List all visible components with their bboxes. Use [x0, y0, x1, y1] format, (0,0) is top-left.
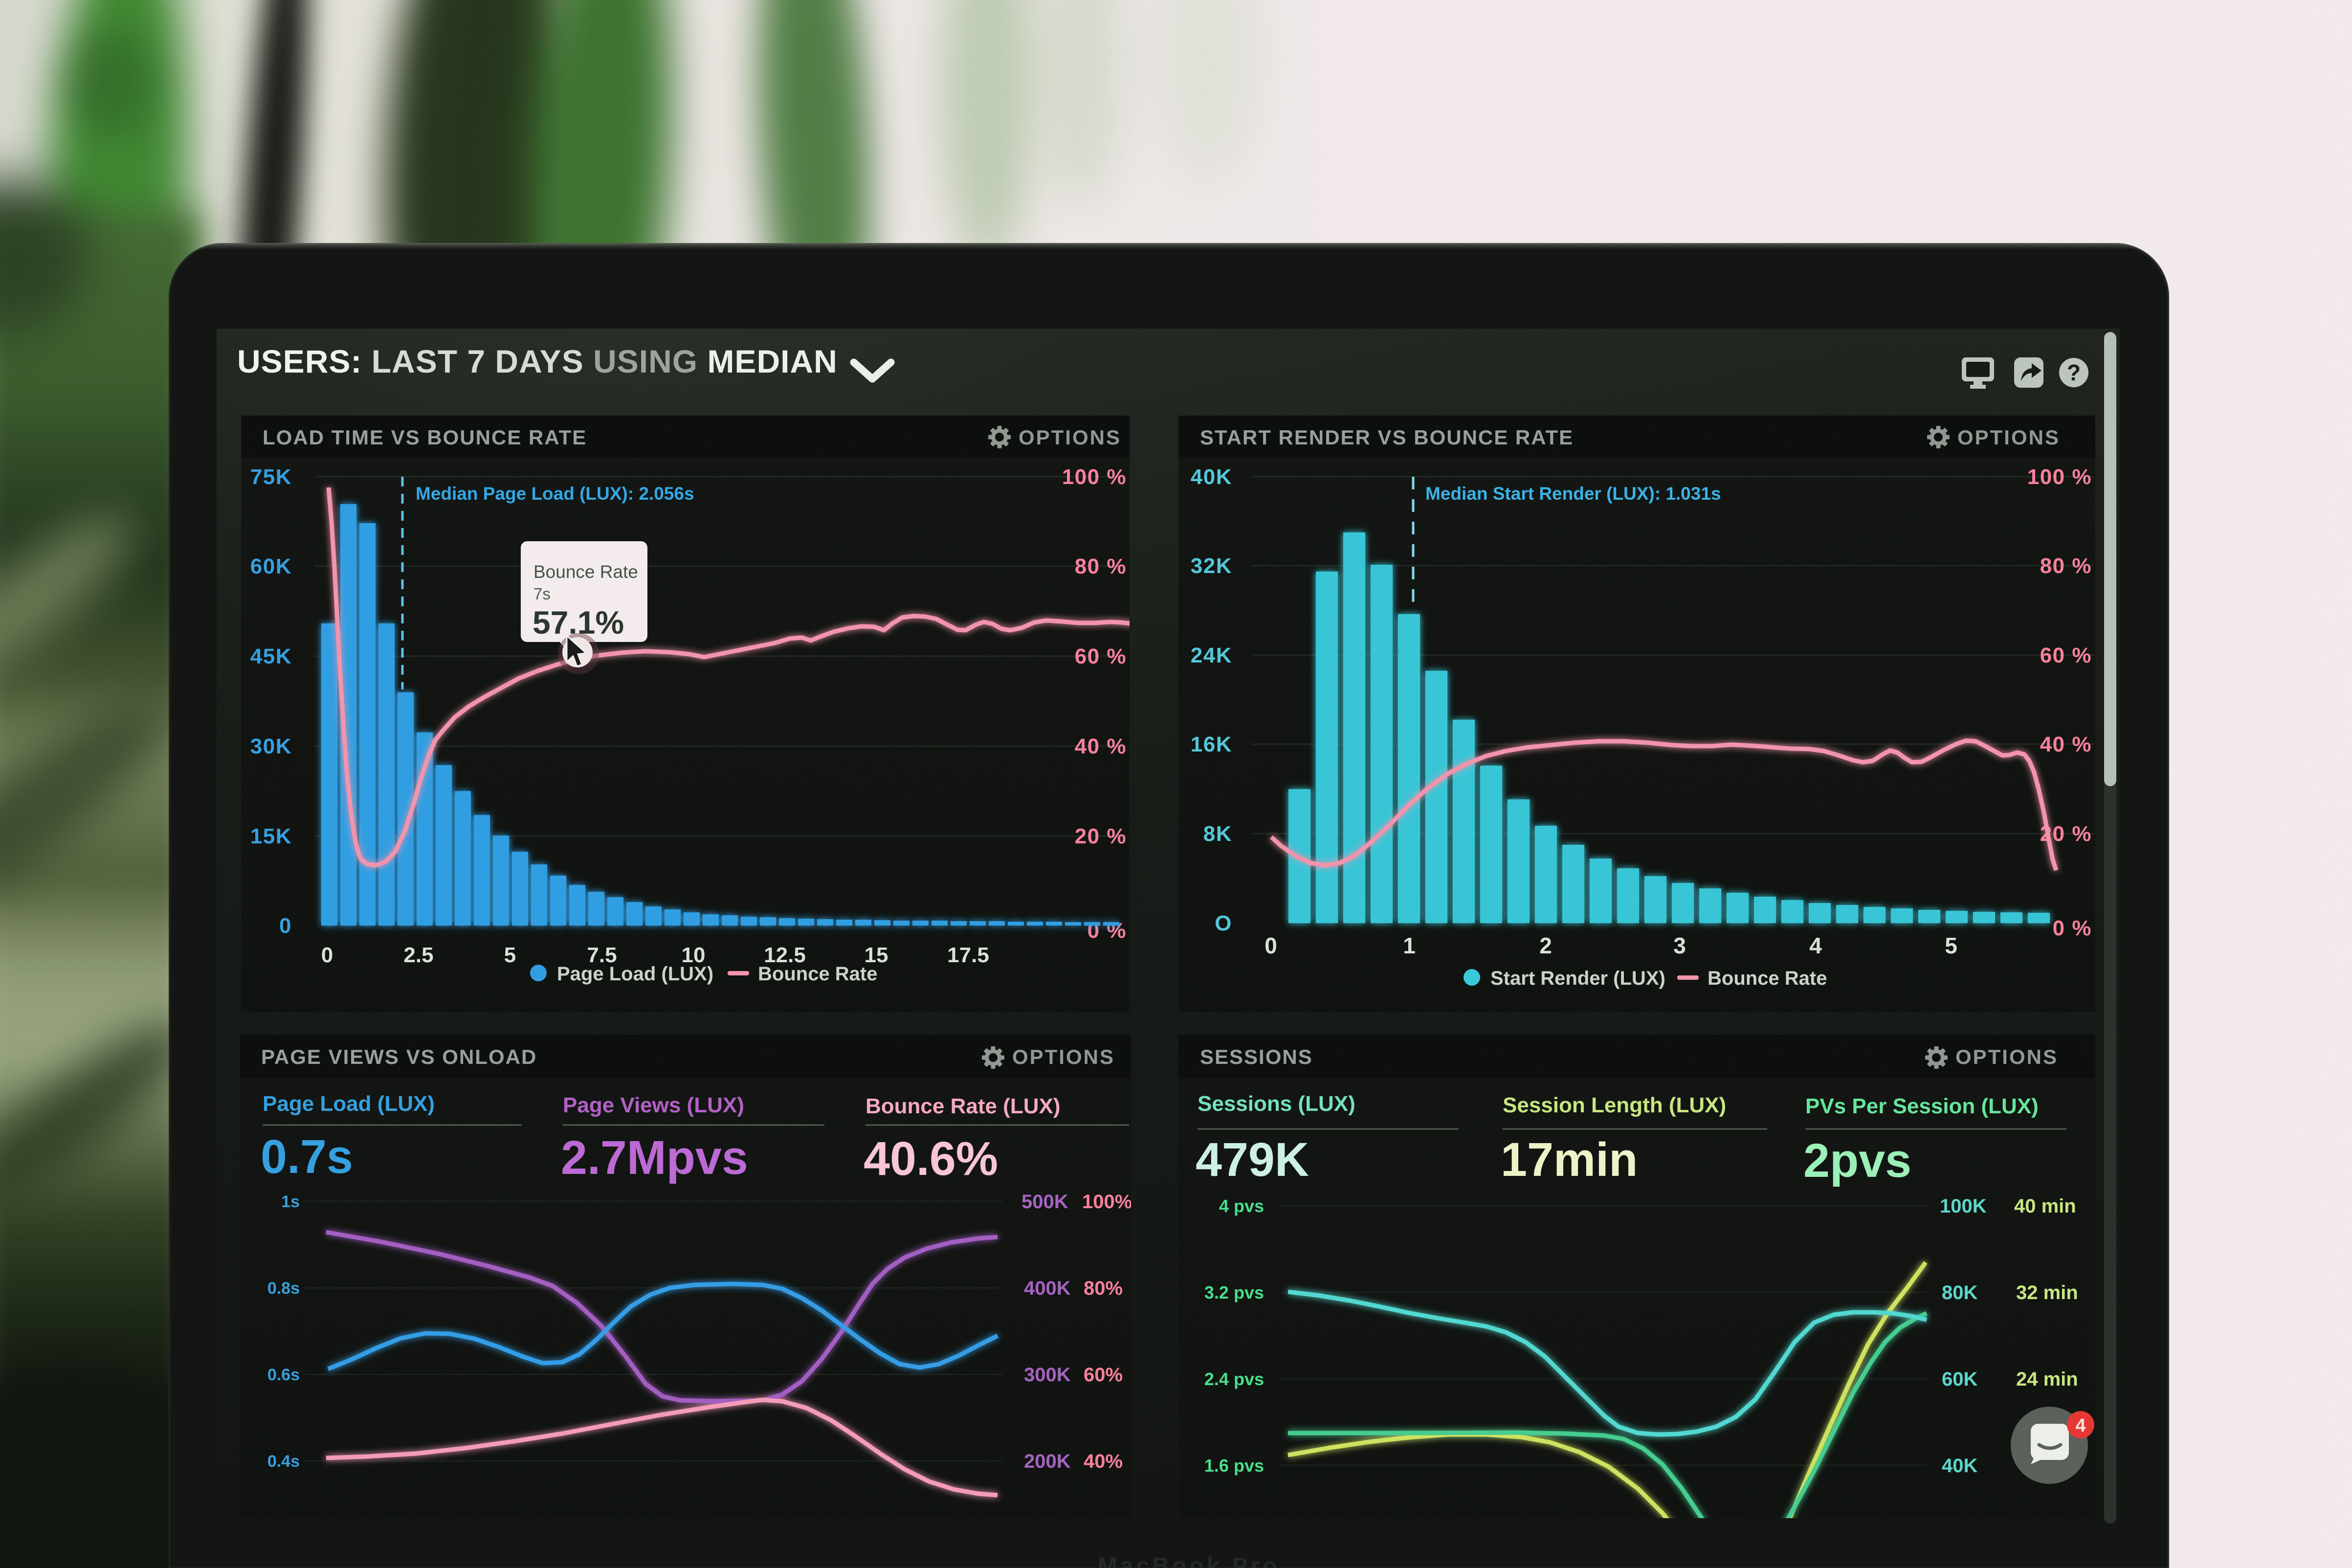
svg-text:24 min: 24 min	[2016, 1369, 2078, 1390]
svg-text:4: 4	[2075, 1415, 2086, 1436]
svg-text:1: 1	[1403, 933, 1416, 958]
svg-text:Start Render (LUX): Start Render (LUX)	[1490, 968, 1665, 989]
svg-text:?: ?	[2067, 360, 2081, 385]
svg-text:17.5: 17.5	[947, 943, 989, 967]
svg-text:0: 0	[1265, 933, 1277, 958]
svg-text:1s: 1s	[281, 1193, 300, 1211]
svg-text:40K: 40K	[1191, 465, 1232, 489]
svg-text:8K: 8K	[1203, 822, 1232, 846]
svg-text:500K: 500K	[1021, 1191, 1068, 1213]
svg-text:300K: 300K	[1024, 1364, 1071, 1386]
svg-text:40 %: 40 %	[2040, 732, 2092, 756]
svg-text:40 min: 40 min	[2014, 1195, 2076, 1217]
svg-text:32K: 32K	[1191, 554, 1232, 578]
svg-text:60 %: 60 %	[1075, 644, 1127, 668]
svg-text:Bounce Rate (LUX): Bounce Rate (LUX)	[865, 1094, 1060, 1118]
svg-text:75K: 75K	[250, 465, 292, 489]
svg-text:5: 5	[1945, 933, 1957, 958]
svg-text:32 min: 32 min	[2016, 1282, 2078, 1303]
svg-text:2pvs: 2pvs	[1803, 1134, 1911, 1187]
svg-text:0.6s: 0.6s	[267, 1366, 300, 1384]
svg-text:4 pvs: 4 pvs	[1219, 1196, 1264, 1216]
svg-text:Bounce Rate: Bounce Rate	[533, 562, 638, 582]
svg-text:2: 2	[1539, 933, 1552, 958]
svg-text:60K: 60K	[250, 554, 292, 578]
svg-text:60%: 60%	[1084, 1364, 1123, 1386]
svg-text:16K: 16K	[1191, 732, 1232, 756]
svg-text:80K: 80K	[1942, 1282, 1977, 1303]
svg-text:200K: 200K	[1024, 1451, 1071, 1472]
svg-text:Session Length (LUX): Session Length (LUX)	[1503, 1093, 1726, 1117]
svg-text:0 %: 0 %	[2053, 916, 2092, 940]
svg-text:Bounce Rate: Bounce Rate	[758, 963, 878, 985]
svg-text:0.7s: 0.7s	[261, 1130, 353, 1183]
svg-text:80 %: 80 %	[2040, 554, 2092, 578]
svg-text:Bounce Rate: Bounce Rate	[1708, 968, 1827, 989]
svg-text:20 %: 20 %	[1075, 824, 1127, 848]
svg-text:0: 0	[279, 914, 292, 938]
svg-text:100 %: 100 %	[1062, 465, 1127, 489]
svg-text:1.6 pvs: 1.6 pvs	[1204, 1456, 1264, 1476]
svg-text:479K: 479K	[1196, 1133, 1309, 1186]
svg-text:PVs Per Session (LUX): PVs Per Session (LUX)	[1805, 1094, 2039, 1118]
svg-text:80%: 80%	[1084, 1278, 1123, 1299]
svg-text:0: 0	[321, 943, 333, 967]
svg-text:100%: 100%	[1082, 1191, 1131, 1213]
svg-text:0.8s: 0.8s	[267, 1279, 300, 1298]
svg-text:7s: 7s	[533, 585, 551, 603]
svg-text:0.4s: 0.4s	[267, 1452, 300, 1471]
svg-text:Median Page Load (LUX): 2.056s: Median Page Load (LUX): 2.056s	[416, 484, 694, 504]
svg-text:O: O	[1215, 911, 1232, 935]
svg-text:80 %: 80 %	[1075, 554, 1127, 578]
svg-text:2.5: 2.5	[403, 943, 433, 967]
svg-text:40.6%: 40.6%	[864, 1132, 998, 1185]
svg-text:Median Start Render (LUX): 1.0: Median Start Render (LUX): 1.031s	[1425, 484, 1721, 504]
svg-text:2.4 pvs: 2.4 pvs	[1204, 1369, 1264, 1389]
svg-text:45K: 45K	[250, 644, 292, 668]
svg-text:24K: 24K	[1191, 643, 1232, 667]
svg-text:Page Load (LUX): Page Load (LUX)	[263, 1092, 435, 1116]
svg-text:Page Views (LUX): Page Views (LUX)	[563, 1093, 744, 1117]
svg-text:3.2 pvs: 3.2 pvs	[1204, 1282, 1264, 1303]
svg-text:100 %: 100 %	[2027, 465, 2092, 489]
svg-text:30K: 30K	[250, 734, 292, 758]
svg-text:60 %: 60 %	[2040, 643, 2092, 667]
svg-text:40 %: 40 %	[1075, 734, 1127, 758]
svg-text:2.7Mpvs: 2.7Mpvs	[561, 1131, 748, 1184]
svg-text:40%: 40%	[1084, 1451, 1123, 1472]
svg-text:4: 4	[1809, 933, 1822, 958]
svg-text:400K: 400K	[1024, 1278, 1071, 1299]
svg-text:100K: 100K	[1940, 1195, 1987, 1217]
svg-text:Page Load (LUX): Page Load (LUX)	[557, 963, 713, 985]
svg-text:5: 5	[504, 943, 516, 967]
svg-text:Sessions (LUX): Sessions (LUX)	[1198, 1092, 1355, 1116]
svg-text:60K: 60K	[1942, 1369, 1977, 1390]
svg-text:17min: 17min	[1501, 1133, 1638, 1186]
svg-text:3: 3	[1673, 933, 1686, 958]
svg-text:15K: 15K	[250, 824, 292, 848]
svg-text:40K: 40K	[1942, 1455, 1977, 1477]
